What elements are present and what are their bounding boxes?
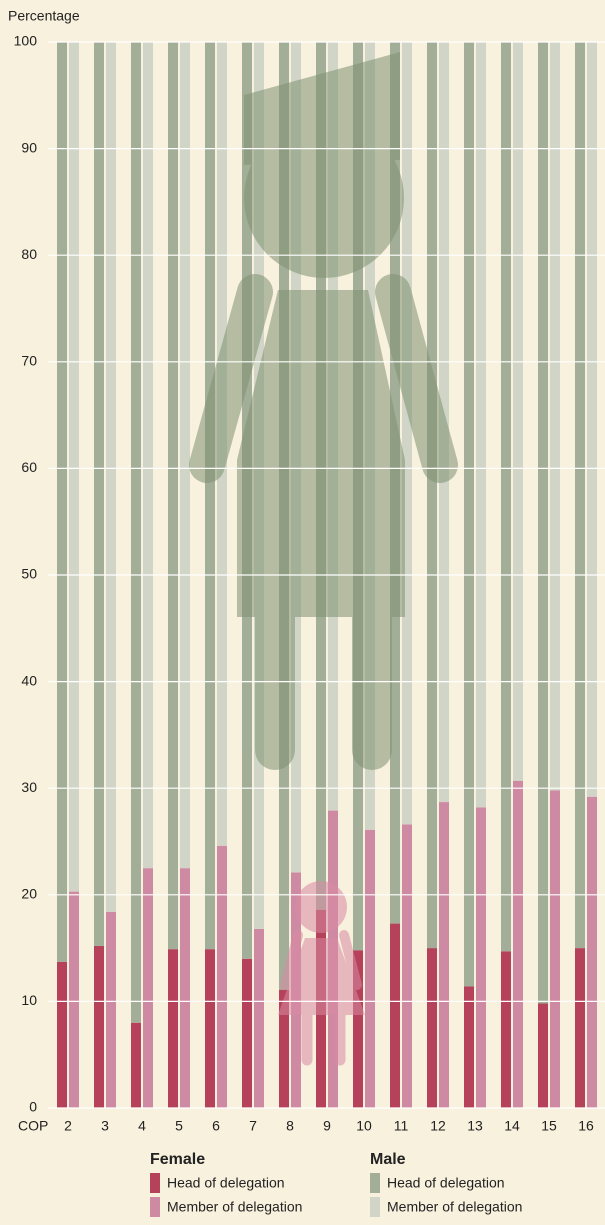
y-tick-label: 60: [21, 459, 37, 475]
legend-label: Head of delegation: [387, 1175, 505, 1191]
bar-segment: [427, 948, 437, 1108]
x-tick-label: 5: [175, 1118, 183, 1134]
y-tick-label: 90: [21, 139, 37, 155]
bar-segment: [57, 42, 67, 962]
x-tick-label: 4: [138, 1118, 146, 1134]
bar-segment: [427, 42, 437, 948]
bar-segment: [69, 42, 79, 892]
bar-segment: [513, 42, 523, 781]
bar-segment: [550, 42, 560, 790]
x-axis-label: COP: [18, 1118, 48, 1134]
legend-label: Member of delegation: [167, 1199, 302, 1215]
bar-segment: [464, 42, 474, 986]
bar-segment: [143, 868, 153, 1108]
y-axis-label: Percentage: [8, 8, 80, 24]
bar-segment: [464, 986, 474, 1108]
chart: Percentage COP 0 10 20 30 40 50 60 70 80 90 100 2 3 4…: [0, 0, 605, 1225]
bar-segment: [575, 42, 585, 948]
bar-segment: [575, 948, 585, 1108]
x-tick-label: 14: [504, 1118, 520, 1134]
bar-segment: [168, 949, 178, 1108]
bar-segment: [168, 42, 178, 949]
bar-segment: [106, 912, 116, 1108]
y-tick-label: 10: [21, 992, 37, 1008]
bar-segment: [550, 790, 560, 1108]
bar-segment: [254, 929, 264, 1108]
bar-segment: [501, 42, 511, 951]
head: [244, 118, 404, 278]
x-tick-label: 9: [323, 1118, 331, 1134]
bar-segment: [365, 830, 375, 1108]
bar-segment: [217, 846, 227, 1108]
bar-segment: [106, 42, 116, 912]
bar-segment: [242, 959, 252, 1108]
y-tick-label: 70: [21, 353, 37, 369]
legend-swatch: [150, 1197, 160, 1217]
bar-segment: [390, 924, 400, 1108]
bar-segment: [476, 42, 486, 807]
bar-segment: [131, 1023, 141, 1108]
y-tick-label: 0: [29, 1099, 37, 1115]
bar-segment: [538, 1004, 548, 1108]
bar-segment: [476, 807, 486, 1108]
bar-segment: [538, 42, 548, 1004]
x-tick-label: 13: [467, 1118, 483, 1134]
x-tick-label: 16: [578, 1118, 594, 1134]
bar-segment: [587, 42, 597, 797]
x-tick-label: 10: [356, 1118, 372, 1134]
y-tick-label: 80: [21, 246, 37, 262]
bar-segment: [402, 824, 412, 1108]
y-tick-label: 20: [21, 886, 37, 902]
bar-segment: [180, 42, 190, 868]
bar-segment: [205, 42, 215, 949]
legend-label: Member of delegation: [387, 1199, 522, 1215]
legend-swatch: [150, 1173, 160, 1193]
x-tick-label: 12: [430, 1118, 446, 1134]
x-tick-label: 3: [101, 1118, 109, 1134]
x-tick-label: 6: [212, 1118, 220, 1134]
bar-segment: [501, 951, 511, 1108]
bar-segment: [143, 42, 153, 868]
bar-segment: [131, 42, 141, 1023]
bar-segment: [513, 781, 523, 1108]
x-tick-label: 2: [64, 1118, 72, 1134]
x-tick-label: 8: [286, 1118, 294, 1134]
bar-segment: [180, 868, 190, 1108]
y-tick-label: 40: [21, 672, 37, 688]
legend-group-title: Female: [150, 1151, 205, 1168]
legend-swatch: [370, 1197, 380, 1217]
bar-segment: [57, 962, 67, 1108]
head: [295, 881, 347, 933]
bar-segment: [587, 797, 597, 1108]
x-tick-label: 11: [394, 1118, 409, 1134]
x-tick-label: 15: [541, 1118, 557, 1134]
y-tick-label: 30: [21, 779, 37, 795]
bar-segment: [439, 802, 449, 1108]
bar-segment: [94, 42, 104, 946]
bar-segment: [69, 892, 79, 1108]
legend-label: Head of delegation: [167, 1175, 285, 1191]
bar-segment: [205, 949, 215, 1108]
legend-swatch: [370, 1173, 380, 1193]
y-tick-label: 100: [14, 33, 38, 49]
bar-segment: [94, 946, 104, 1108]
bar-segment: [402, 42, 412, 824]
legend-group-title: Male: [370, 1151, 406, 1168]
x-tick-label: 7: [249, 1118, 257, 1134]
y-tick-label: 50: [21, 566, 37, 582]
